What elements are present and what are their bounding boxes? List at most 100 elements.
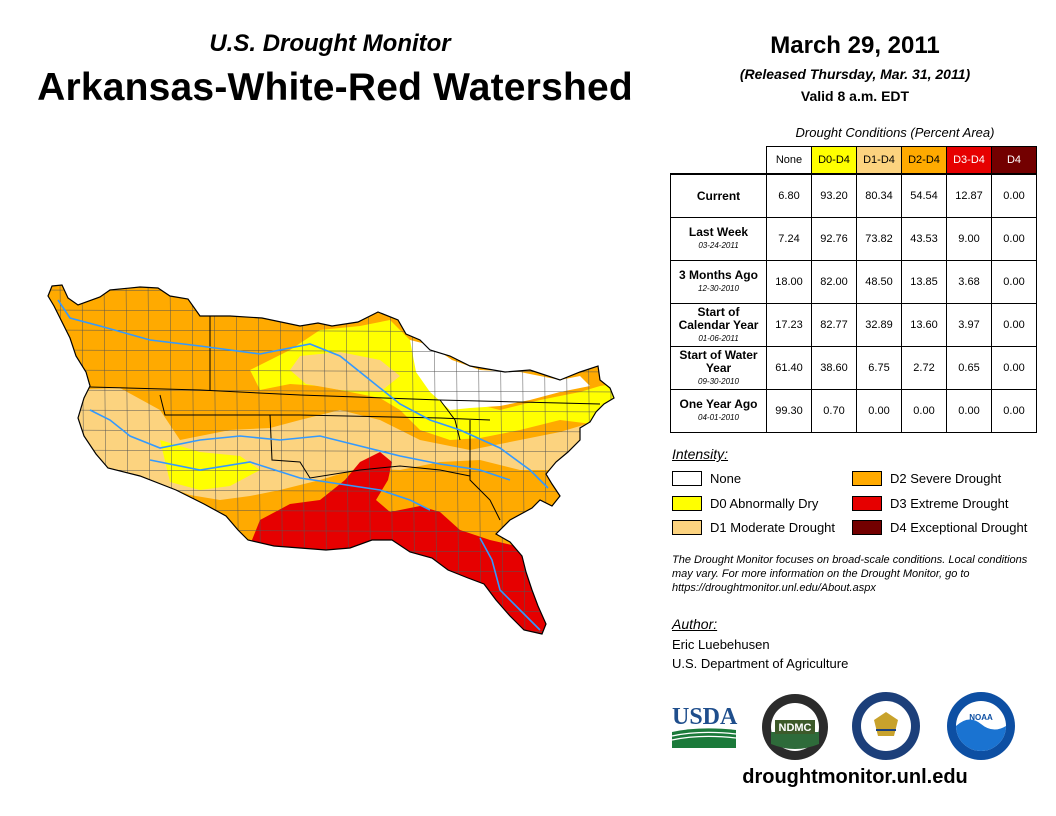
usda-logo-text: USDA bbox=[672, 704, 738, 730]
legend-item-none: None bbox=[672, 471, 741, 486]
row-label: 3 Months Ago 12-30-2010 bbox=[670, 260, 767, 304]
rivers bbox=[57, 299, 549, 631]
table-cell: 0.00 bbox=[991, 389, 1037, 433]
table-cell: 12.87 bbox=[946, 173, 992, 218]
table-cell: 6.80 bbox=[766, 173, 812, 218]
map-title: Arkansas-White-Red Watershed bbox=[37, 66, 633, 109]
table-row: Start of Water Year 09-30-2010 61.40 38.60 6… bbox=[670, 346, 1037, 390]
legend-item-d3: D3 Extreme Drought bbox=[852, 496, 1009, 511]
row-date: 03-24-2011 bbox=[698, 241, 739, 250]
table-cell: 92.76 bbox=[811, 217, 857, 261]
row-label-text: One Year Ago bbox=[679, 397, 758, 411]
table-cell: 2.72 bbox=[901, 346, 947, 390]
col-d2-d4: D2-D4 bbox=[901, 146, 947, 175]
table-cell: 17.23 bbox=[766, 303, 812, 347]
row-label-text: Start of Calendar Year bbox=[678, 304, 759, 332]
commerce-logo bbox=[852, 692, 920, 760]
legend-label: D4 Exceptional Drought bbox=[890, 520, 1028, 535]
table-cell: 13.60 bbox=[901, 303, 947, 347]
county-line bbox=[48, 469, 614, 473]
map-subtitle: U.S. Drought Monitor bbox=[209, 30, 451, 57]
legend-swatch bbox=[852, 520, 882, 535]
table-cell: 93.20 bbox=[811, 173, 857, 218]
table-header-row: None D0-D4 D1-D4 D2-D4 D3-D4 D4 bbox=[670, 146, 1037, 175]
row-date: 12-30-2010 bbox=[698, 284, 739, 293]
table-cell: 0.00 bbox=[946, 389, 992, 433]
table-cell: 0.65 bbox=[946, 346, 992, 390]
table-cell: 32.89 bbox=[856, 303, 902, 347]
table-caption: Drought Conditions (Percent Area) bbox=[795, 125, 995, 140]
legend-label: None bbox=[710, 471, 742, 486]
table-cell: 0.00 bbox=[991, 260, 1037, 304]
table-cell: 61.40 bbox=[766, 346, 812, 390]
table-cell: 48.50 bbox=[856, 260, 902, 304]
county-line bbox=[609, 285, 614, 634]
row-label: Last Week 03-24-2011 bbox=[670, 217, 767, 261]
legend-swatch bbox=[672, 520, 702, 535]
website-url[interactable]: droughtmonitor.unl.edu bbox=[742, 766, 968, 788]
table-cell: 73.82 bbox=[856, 217, 902, 261]
table-cell: 0.70 bbox=[811, 389, 857, 433]
county-line bbox=[48, 549, 614, 553]
usda-logo: USDA bbox=[671, 704, 738, 748]
legend-swatch bbox=[852, 471, 882, 486]
legend-swatch bbox=[852, 496, 882, 511]
legend-label: D2 Severe Drought bbox=[890, 471, 1002, 486]
table-cell: 43.53 bbox=[901, 217, 947, 261]
d0-west-region bbox=[160, 440, 260, 490]
legend-item-d2: D2 Severe Drought bbox=[852, 471, 1001, 486]
table-row: One Year Ago 04-01-2010 99.30 0.70 0.00 0.00 0… bbox=[670, 389, 1037, 433]
map-date: March 29, 2011 bbox=[770, 32, 940, 59]
row-date: 09-30-2010 bbox=[698, 376, 739, 386]
county-line bbox=[59, 285, 64, 634]
table-cell: 0.00 bbox=[901, 389, 947, 433]
table-cell: 82.77 bbox=[811, 303, 857, 347]
legend-item-d4: D4 Exceptional Drought bbox=[852, 520, 1027, 535]
col-none: None bbox=[766, 146, 812, 175]
row-label: Start of Water Year 09-30-2010 bbox=[670, 346, 767, 390]
author-heading: Author: bbox=[672, 616, 718, 632]
col-d4: D4 bbox=[991, 146, 1037, 175]
row-label-text: Current bbox=[696, 188, 741, 203]
col-d0-d4: D0-D4 bbox=[811, 146, 857, 175]
legend-label: D0 Abnormally Dry bbox=[710, 496, 819, 511]
row-date: 04-01-2010 bbox=[698, 413, 739, 422]
ndmc-logo: NDMC bbox=[762, 694, 828, 760]
county-line bbox=[587, 285, 592, 634]
row-label-text: Start of Water Year bbox=[679, 347, 758, 375]
disclaimer-note: The Drought Monitor focuses on broad-sca… bbox=[672, 554, 1028, 594]
legend-swatch bbox=[672, 471, 702, 486]
col-d3-d4: D3-D4 bbox=[946, 146, 992, 175]
county-line bbox=[48, 369, 614, 373]
table-cell: 13.85 bbox=[901, 260, 947, 304]
table-cell: 38.60 bbox=[811, 346, 857, 390]
table-row: 3 Months Ago 12-30-2010 18.00 82.00 48.50 13.… bbox=[670, 260, 1037, 304]
table-cell: 99.30 bbox=[766, 389, 812, 433]
table-cell: 0.00 bbox=[991, 346, 1037, 390]
row-label: One Year Ago 04-01-2010 bbox=[670, 389, 767, 433]
county-line bbox=[48, 409, 614, 413]
table-cell: 7.24 bbox=[766, 217, 812, 261]
row-label: Start of Calendar Year 01-06-2011 bbox=[670, 303, 767, 347]
row-label-text: 3 Months Ago bbox=[679, 268, 758, 282]
table-cell: 54.54 bbox=[901, 173, 947, 218]
author-org: U.S. Department of Agriculture bbox=[672, 656, 849, 671]
valid-time: Valid 8 a.m. EDT bbox=[800, 88, 910, 104]
table-cell: 82.00 bbox=[811, 260, 857, 304]
table-cell: 9.00 bbox=[946, 217, 992, 261]
county-line bbox=[48, 449, 614, 453]
legend-item-d0: D0 Abnormally Dry bbox=[672, 496, 818, 511]
table-cell: 18.00 bbox=[766, 260, 812, 304]
author-name: Eric Luebehusen bbox=[672, 637, 770, 652]
legend-title: Intensity: bbox=[672, 446, 729, 462]
table-cell: 0.00 bbox=[991, 217, 1037, 261]
table-cell: 0.00 bbox=[991, 173, 1037, 218]
col-d1-d4: D1-D4 bbox=[856, 146, 902, 175]
table-row: Start of Calendar Year 01-06-2011 17.23 82.… bbox=[670, 303, 1037, 347]
legend-swatch bbox=[672, 496, 702, 511]
county-line bbox=[565, 285, 570, 634]
ndmc-logo-text: NDMC bbox=[779, 722, 812, 734]
table-cell: 0.00 bbox=[856, 389, 902, 433]
county-line bbox=[48, 389, 614, 393]
legend-item-d1: D1 Moderate Drought bbox=[672, 520, 835, 535]
